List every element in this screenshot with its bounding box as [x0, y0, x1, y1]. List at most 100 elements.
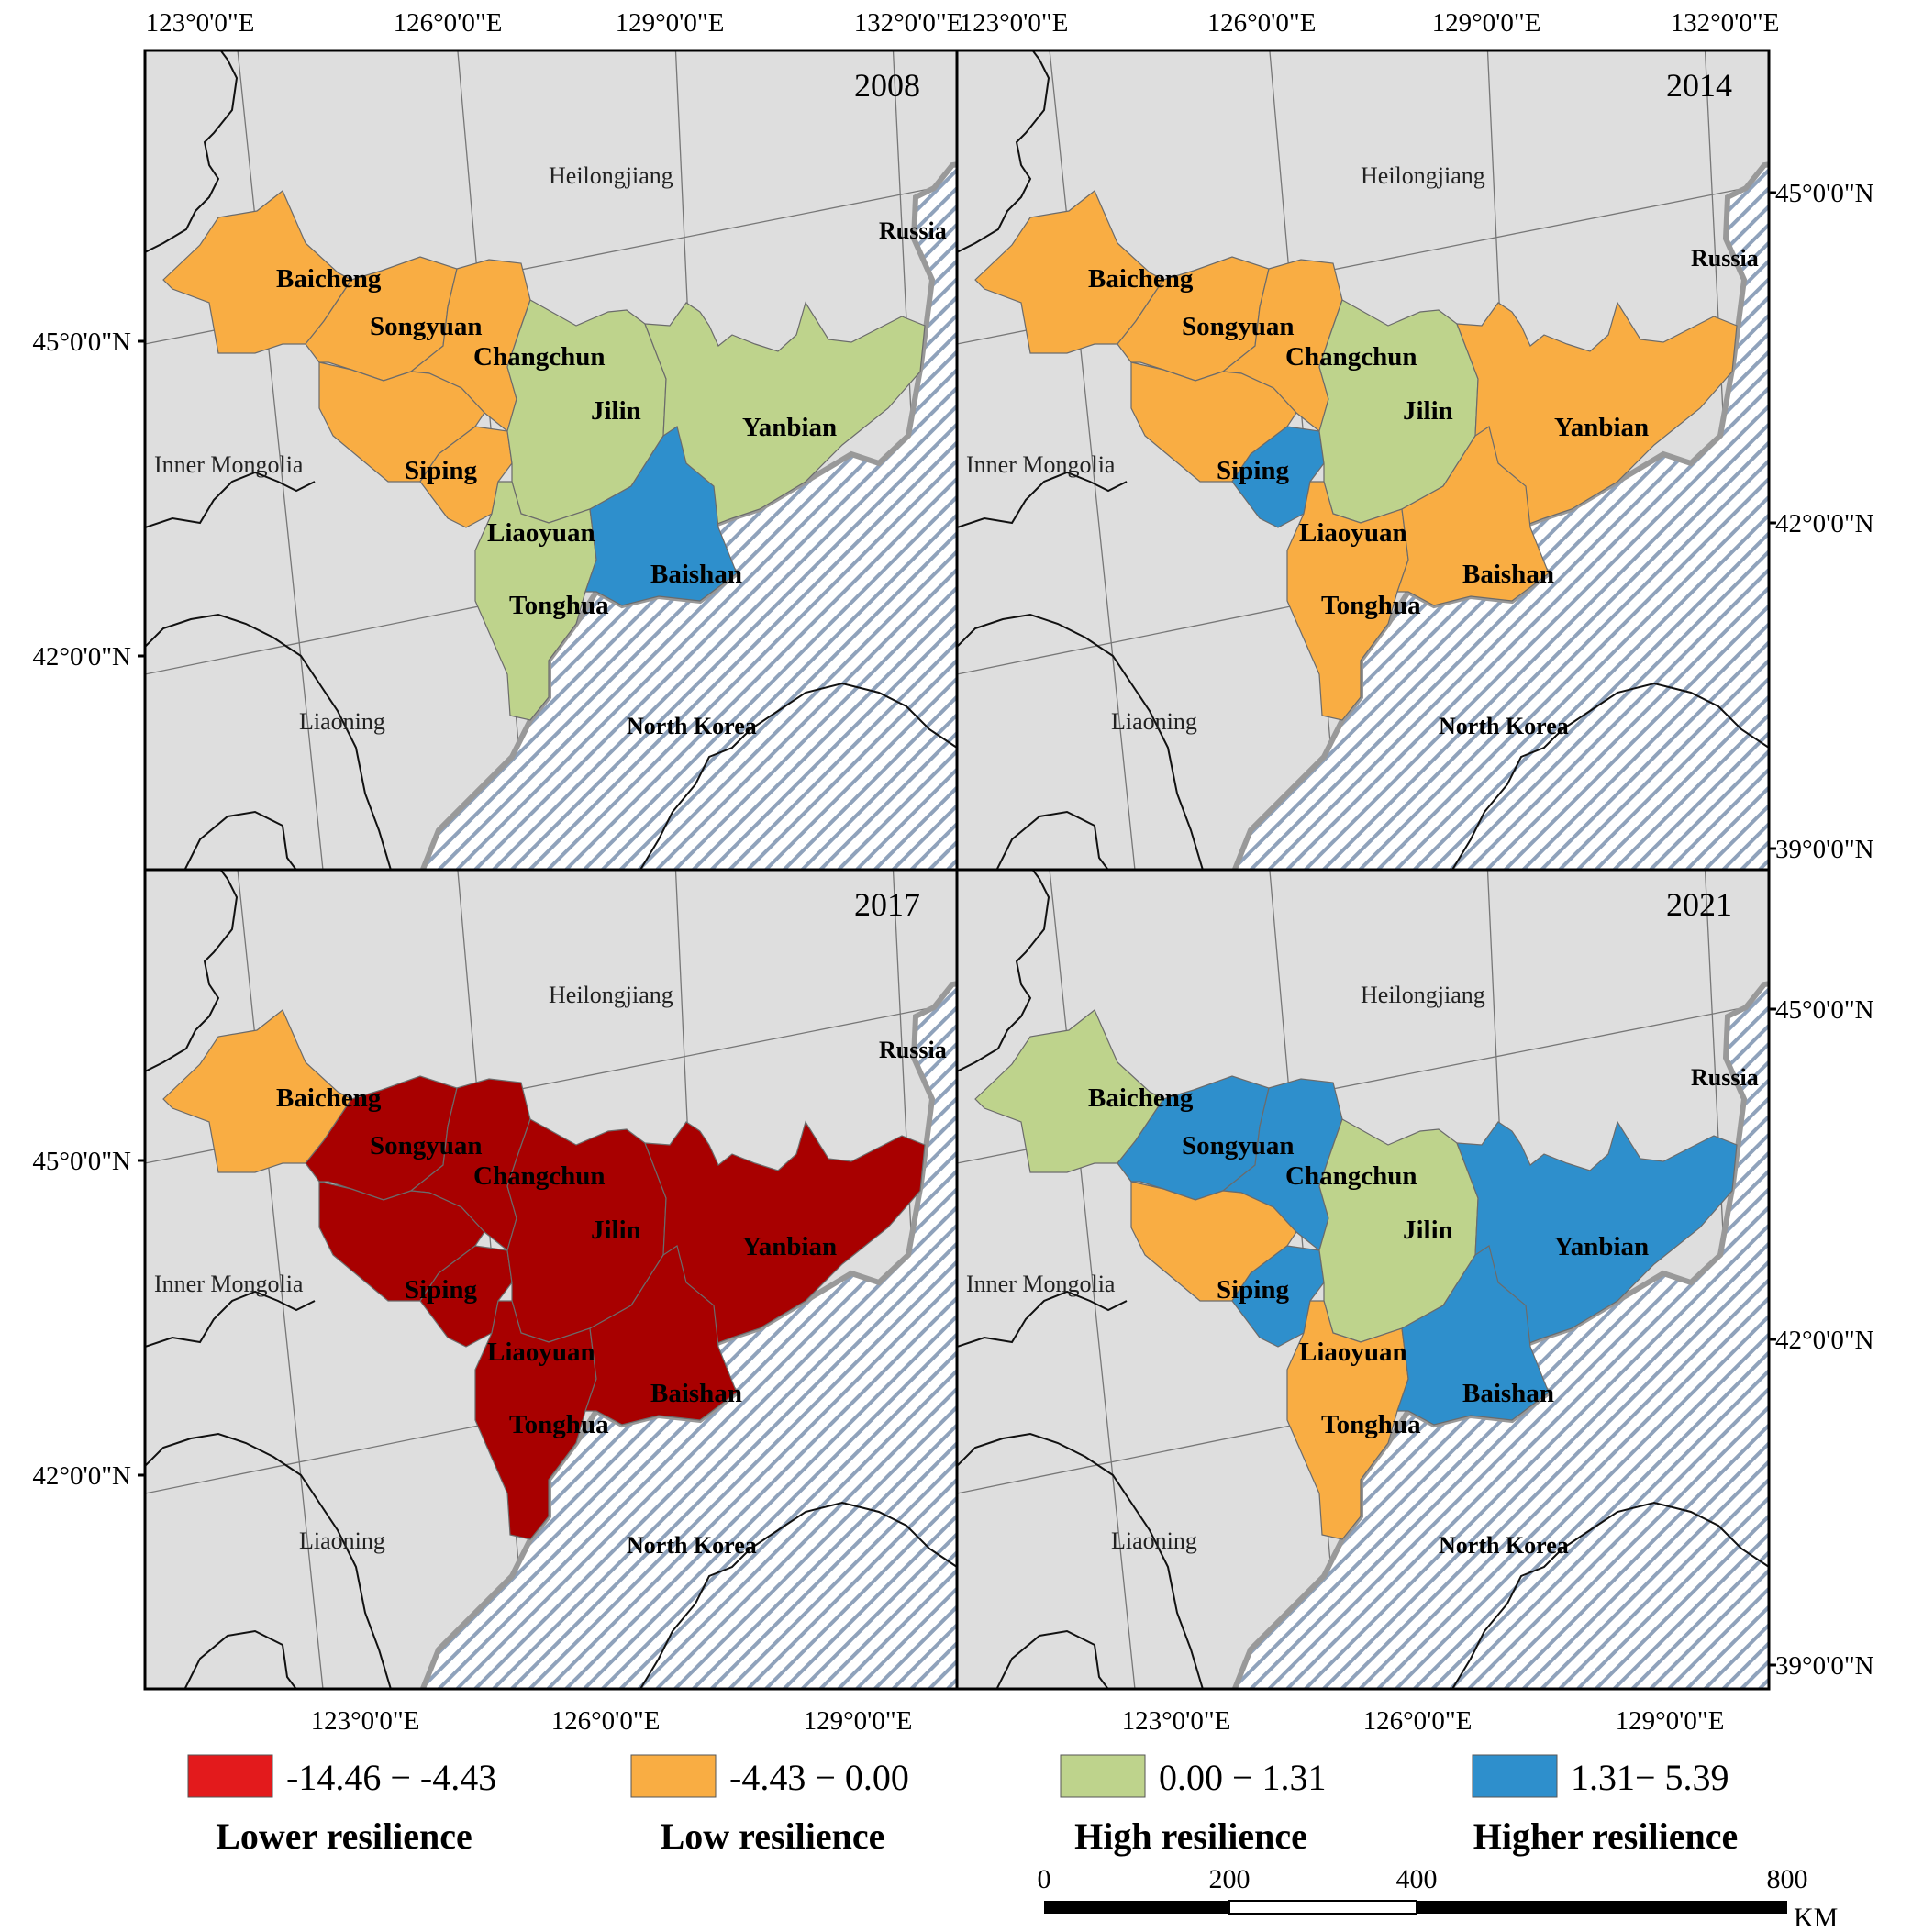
- city-label-baishan: Baishan: [650, 560, 742, 589]
- region-label-liaoning: Liaoning: [299, 1527, 385, 1554]
- scale-bar: 0 200 400 800 KM: [1038, 1864, 1839, 1932]
- city-label-liaoyuan: Liaoyuan: [487, 518, 595, 548]
- boundary-lines: [957, 870, 1769, 1689]
- region-label-heilongjiang: Heilongjiang: [549, 982, 673, 1008]
- city-label-baicheng: Baicheng: [1088, 1083, 1194, 1113]
- region-label-russia: Russia: [1691, 245, 1759, 272]
- lon-label-bottom: 123°0'0"E: [311, 1706, 420, 1736]
- city-label-yanbian: Yanbian: [1554, 413, 1649, 442]
- prefecture-baishan: [1396, 426, 1550, 606]
- boundary-lines: [145, 870, 957, 1689]
- scale-tick-200: 200: [1209, 1864, 1251, 1894]
- city-label-songyuan: Songyuan: [1182, 312, 1295, 341]
- city-label-songyuan: Songyuan: [1182, 1131, 1295, 1160]
- city-label-changchun: Changchun: [1285, 342, 1417, 372]
- legend-label-high: High resilience: [1074, 1815, 1307, 1857]
- legend: -14.46 − -4.43 Lower resilience -4.43 − …: [187, 1754, 1738, 1857]
- graticule-labels: 123°0'0"E 126°0'0"E 129°0'0"E 132°0'0"E123°…: [32, 8, 1873, 1736]
- city-label-tonghua: Tonghua: [1321, 1410, 1421, 1439]
- map-panel-2017: Heilongjiang Inner Mongolia Liaoning North …: [143, 868, 959, 1691]
- map-panel-2021: Heilongjiang Inner Mongolia Liaoning North …: [955, 868, 1771, 1691]
- prefecture-liaoyuan: [1231, 1245, 1325, 1348]
- region-label-liaoning: Liaoning: [299, 708, 385, 735]
- region-label-north-korea: North Korea: [1439, 1532, 1569, 1559]
- panel-year: 2014: [1666, 67, 1732, 104]
- lon-label-top: 126°0'0"E: [1207, 8, 1317, 38]
- prefecture-baishan: [584, 426, 738, 606]
- region-label-north-korea: North Korea: [627, 713, 757, 739]
- city-label-siping: Siping: [405, 456, 477, 485]
- legend-range-lower: -14.46 − -4.43: [286, 1757, 496, 1798]
- city-label-baishan: Baishan: [1462, 1379, 1554, 1408]
- city-label-liaoyuan: Liaoyuan: [1299, 1338, 1407, 1367]
- scale-tick-0: 0: [1038, 1864, 1051, 1894]
- scale-segment-2: [1228, 1900, 1417, 1915]
- city-label-siping: Siping: [1217, 456, 1289, 485]
- lon-label-top: 126°0'0"E: [394, 8, 503, 38]
- scale-segment-3: [1417, 1901, 1787, 1914]
- region-label-heilongjiang: Heilongjiang: [1361, 982, 1485, 1008]
- region-label-russia: Russia: [879, 217, 947, 244]
- city-label-jilin: Jilin: [591, 396, 641, 426]
- map-panel-2014: Heilongjiang Inner Mongolia Liaoning North …: [955, 49, 1771, 872]
- lon-label-top: 132°0'0"E: [1671, 8, 1780, 38]
- lat-label-right: 42°0'0"N: [1775, 509, 1874, 539]
- prefecture-liaoyuan: [1231, 426, 1325, 528]
- panel-frame: [955, 868, 1771, 1691]
- lat-label-left: 45°0'0"N: [32, 1147, 131, 1176]
- prefecture-baishan: [584, 1245, 738, 1426]
- prefecture-liaoyuan: [419, 426, 513, 528]
- lon-label-top: 129°0'0"E: [616, 8, 725, 38]
- city-label-jilin: Jilin: [1403, 396, 1453, 426]
- city-label-liaoyuan: Liaoyuan: [1299, 518, 1407, 548]
- city-label-tonghua: Tonghua: [1321, 591, 1421, 620]
- lon-label-top: 123°0'0"E: [960, 8, 1069, 38]
- legend-label-lower: Lower resilience: [216, 1815, 472, 1857]
- city-label-changchun: Changchun: [473, 1161, 605, 1191]
- legend-range-higher: 1.31− 5.39: [1571, 1757, 1729, 1798]
- city-label-songyuan: Songyuan: [370, 1131, 483, 1160]
- city-label-siping: Siping: [405, 1275, 477, 1305]
- lon-label-bottom: 123°0'0"E: [1122, 1706, 1231, 1736]
- region-label-russia: Russia: [1691, 1064, 1759, 1091]
- panel-year: 2008: [854, 67, 920, 104]
- city-label-baicheng: Baicheng: [276, 264, 382, 294]
- city-label-tonghua: Tonghua: [509, 1410, 609, 1439]
- map-panels: Heilongjiang Inner Mongolia Liaoning North …: [143, 49, 1771, 1691]
- legend-range-high: 0.00 − 1.31: [1159, 1757, 1327, 1798]
- city-label-liaoyuan: Liaoyuan: [487, 1338, 595, 1367]
- legend-swatch-lower: [187, 1754, 273, 1798]
- city-label-baicheng: Baicheng: [276, 1083, 382, 1113]
- lat-label-left: 42°0'0"N: [32, 642, 131, 672]
- legend-swatch-low: [630, 1754, 717, 1798]
- region-label-north-korea: North Korea: [627, 1532, 757, 1559]
- panel-year: 2021: [1666, 886, 1732, 923]
- prefectures: [974, 1009, 1738, 1540]
- region-label-inner-mongolia: Inner Mongolia: [154, 1271, 304, 1297]
- boundary-lines: [145, 50, 957, 870]
- lat-label-right: 45°0'0"N: [1775, 995, 1874, 1025]
- prefecture-tonghua: [1286, 481, 1409, 721]
- lat-label-left: 42°0'0"N: [32, 1461, 131, 1491]
- region-label-heilongjiang: Heilongjiang: [549, 162, 673, 189]
- city-label-tonghua: Tonghua: [509, 591, 609, 620]
- lon-label-bottom: 126°0'0"E: [551, 1706, 661, 1736]
- panel-year: 2017: [854, 886, 920, 923]
- lon-label-top: 123°0'0"E: [146, 8, 255, 38]
- prefecture-baishan: [1396, 1245, 1550, 1426]
- lat-label-left: 45°0'0"N: [32, 328, 131, 357]
- city-label-changchun: Changchun: [1285, 1161, 1417, 1191]
- lon-label-top: 132°0'0"E: [854, 8, 963, 38]
- region-label-inner-mongolia: Inner Mongolia: [966, 1271, 1116, 1297]
- prefecture-tonghua: [474, 1300, 597, 1540]
- region-label-russia: Russia: [879, 1037, 947, 1063]
- prefectures: [162, 190, 926, 721]
- city-label-jilin: Jilin: [591, 1216, 641, 1245]
- scale-unit: KM: [1794, 1903, 1838, 1932]
- prefecture-liaoyuan: [419, 1245, 513, 1348]
- prefecture-tonghua: [1286, 1300, 1409, 1540]
- legend-label-low: Low resilience: [661, 1815, 885, 1857]
- lon-label-bottom: 126°0'0"E: [1363, 1706, 1473, 1736]
- boundary-lines: [957, 50, 1769, 870]
